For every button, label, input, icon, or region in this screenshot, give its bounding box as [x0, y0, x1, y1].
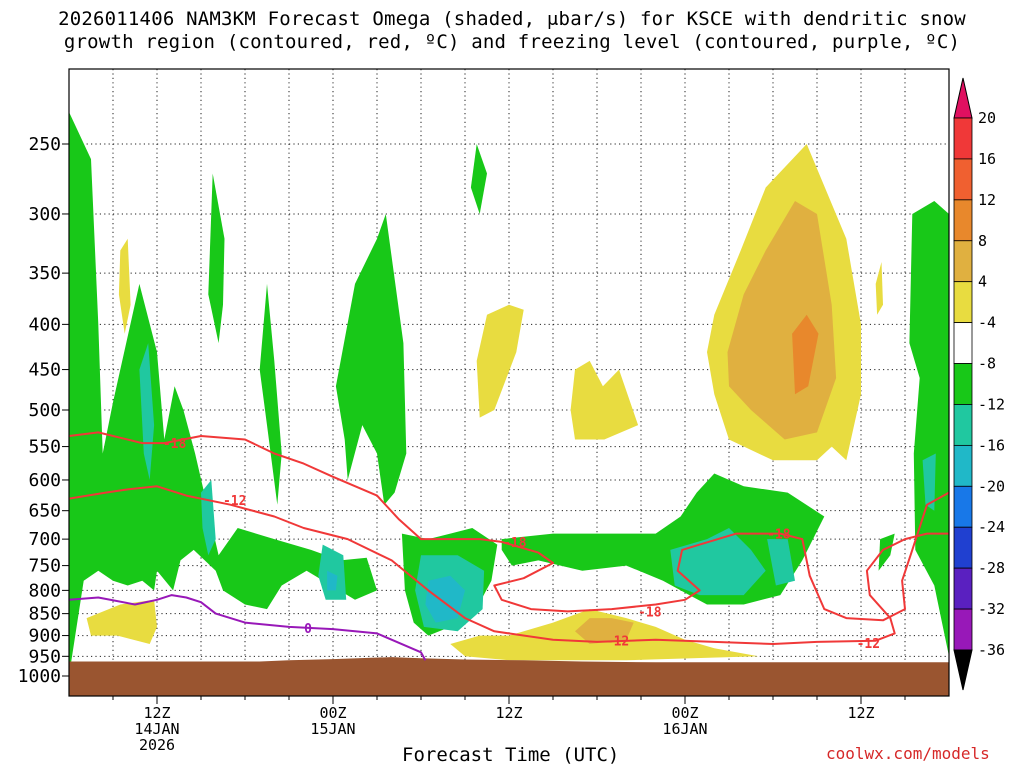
contour-label: -12: [606, 635, 629, 650]
omega-region: [318, 544, 347, 600]
y-tick-label: 900: [28, 626, 61, 647]
omega-region: [575, 618, 634, 644]
y-tick-label: 800: [28, 580, 61, 601]
colorbar-label: -16: [978, 436, 1005, 454]
colorbar-bin: [953, 485, 973, 528]
contour-line: [69, 431, 949, 622]
y-axis: 2503003504004505005506006507007508008509…: [18, 134, 69, 687]
colorbar-label: -4: [978, 314, 996, 332]
omega-region: [259, 283, 282, 505]
colorbar-top-arrow: [953, 77, 973, 119]
colorbar-label: 4: [978, 273, 987, 291]
colorbar-label: 16: [978, 150, 996, 168]
colorbar-bin: [953, 281, 973, 324]
colorbar-bin: [953, 322, 973, 364]
contour-label: -18: [638, 605, 662, 620]
omega-region: [878, 533, 895, 571]
omega-region: [670, 528, 766, 596]
x-tick-label: 16JAN: [662, 720, 707, 738]
x-tick-label: 00Z: [671, 704, 698, 722]
chart-title-line-2: growth region (contoured, red, ºC) and f…: [63, 31, 961, 53]
y-tick-label: 250: [28, 134, 61, 155]
y-tick-label: 850: [28, 604, 61, 625]
colorbar-bin: [953, 199, 973, 242]
contour-line: [69, 594, 427, 661]
omega-region: [570, 360, 639, 440]
x-tick-label: 12Z: [495, 704, 522, 722]
y-tick-label: 400: [28, 314, 61, 335]
y-tick-label: 550: [28, 437, 61, 458]
x-axis-title: Forecast Time (UTC): [402, 744, 620, 766]
contour-label: -18: [503, 536, 527, 551]
y-tick-label: 650: [28, 501, 61, 522]
colorbar-bin: [953, 117, 973, 160]
contour-label: -12: [857, 637, 880, 652]
omega-region: [476, 304, 524, 418]
colorbar-label: 20: [978, 109, 996, 127]
omega-shading: [69, 112, 949, 676]
dgz-contours: [69, 431, 949, 661]
colorbar-label: -12: [978, 395, 1005, 413]
x-tick-label: 00Z: [319, 704, 346, 722]
x-tick-label: 15JAN: [310, 720, 355, 738]
colorbar-bin: [953, 240, 973, 283]
colorbar-bin: [953, 526, 973, 569]
y-tick-label: 600: [28, 470, 61, 491]
colorbar-bin: [953, 404, 973, 446]
omega-region: [69, 112, 377, 676]
terrain-ground: [69, 657, 949, 696]
x-tick-label: 14JAN: [134, 720, 179, 738]
colorbar-label: -36: [978, 641, 1005, 659]
colorbar-label: -20: [978, 477, 1005, 495]
omega-region: [767, 539, 795, 586]
y-tick-label: 1000: [18, 666, 61, 687]
colorbar-bin: [953, 608, 973, 651]
x-tick-label: 2026: [139, 736, 175, 754]
terrain-fill: [69, 657, 949, 696]
y-tick-label: 700: [28, 529, 61, 550]
omega-region: [327, 570, 338, 591]
colorbar-bottom-arrow: [953, 649, 973, 691]
chart-title-line-1: 2026011406 NAM3KM Forecast Omega (shaded…: [58, 8, 966, 30]
colorbar: 20 16 12 8 4 -4 -8 -12 -16 -20 -24 -28 -32 -36: [953, 77, 1005, 691]
colorbar-label: 8: [978, 232, 987, 250]
colorbar-bin: [953, 567, 973, 610]
omega-region: [875, 262, 883, 315]
contour-label: 0: [304, 622, 312, 637]
x-tick-label: 12Z: [143, 704, 170, 722]
omega-region: [86, 599, 157, 644]
contour-line: [69, 485, 949, 645]
colorbar-label: -24: [978, 518, 1005, 536]
omega-region: [118, 238, 131, 334]
y-tick-label: 950: [28, 646, 61, 667]
omega-region: [470, 144, 487, 214]
omega-region: [909, 201, 949, 657]
omega-region: [792, 314, 819, 395]
x-tick-label: 12Z: [847, 704, 874, 722]
colorbar-label: -32: [978, 600, 1005, 618]
colorbar-label: -28: [978, 559, 1005, 577]
y-tick-label: 300: [28, 204, 61, 225]
colorbar-bin: [953, 363, 973, 405]
omega-region: [922, 453, 936, 511]
y-tick-label: 450: [28, 360, 61, 381]
contour-label: -18: [163, 437, 187, 452]
contour-label: -18: [767, 528, 791, 543]
contour-labels: -18 -12 -18 -18 -12 -18 -12 0: [163, 437, 880, 652]
colorbar-label: 12: [978, 191, 996, 209]
y-tick-label: 350: [28, 263, 61, 284]
colorbar-bin: [953, 444, 973, 487]
colorbar-label: -8: [978, 355, 996, 373]
colorbar-bin: [953, 158, 973, 201]
y-tick-label: 750: [28, 556, 61, 577]
omega-region: [139, 343, 155, 480]
contour-label: -12: [223, 494, 246, 509]
omega-region: [208, 173, 225, 344]
omega-region: [335, 214, 407, 505]
y-tick-label: 500: [28, 400, 61, 421]
credit-text: coolwx.com/models: [826, 744, 990, 763]
